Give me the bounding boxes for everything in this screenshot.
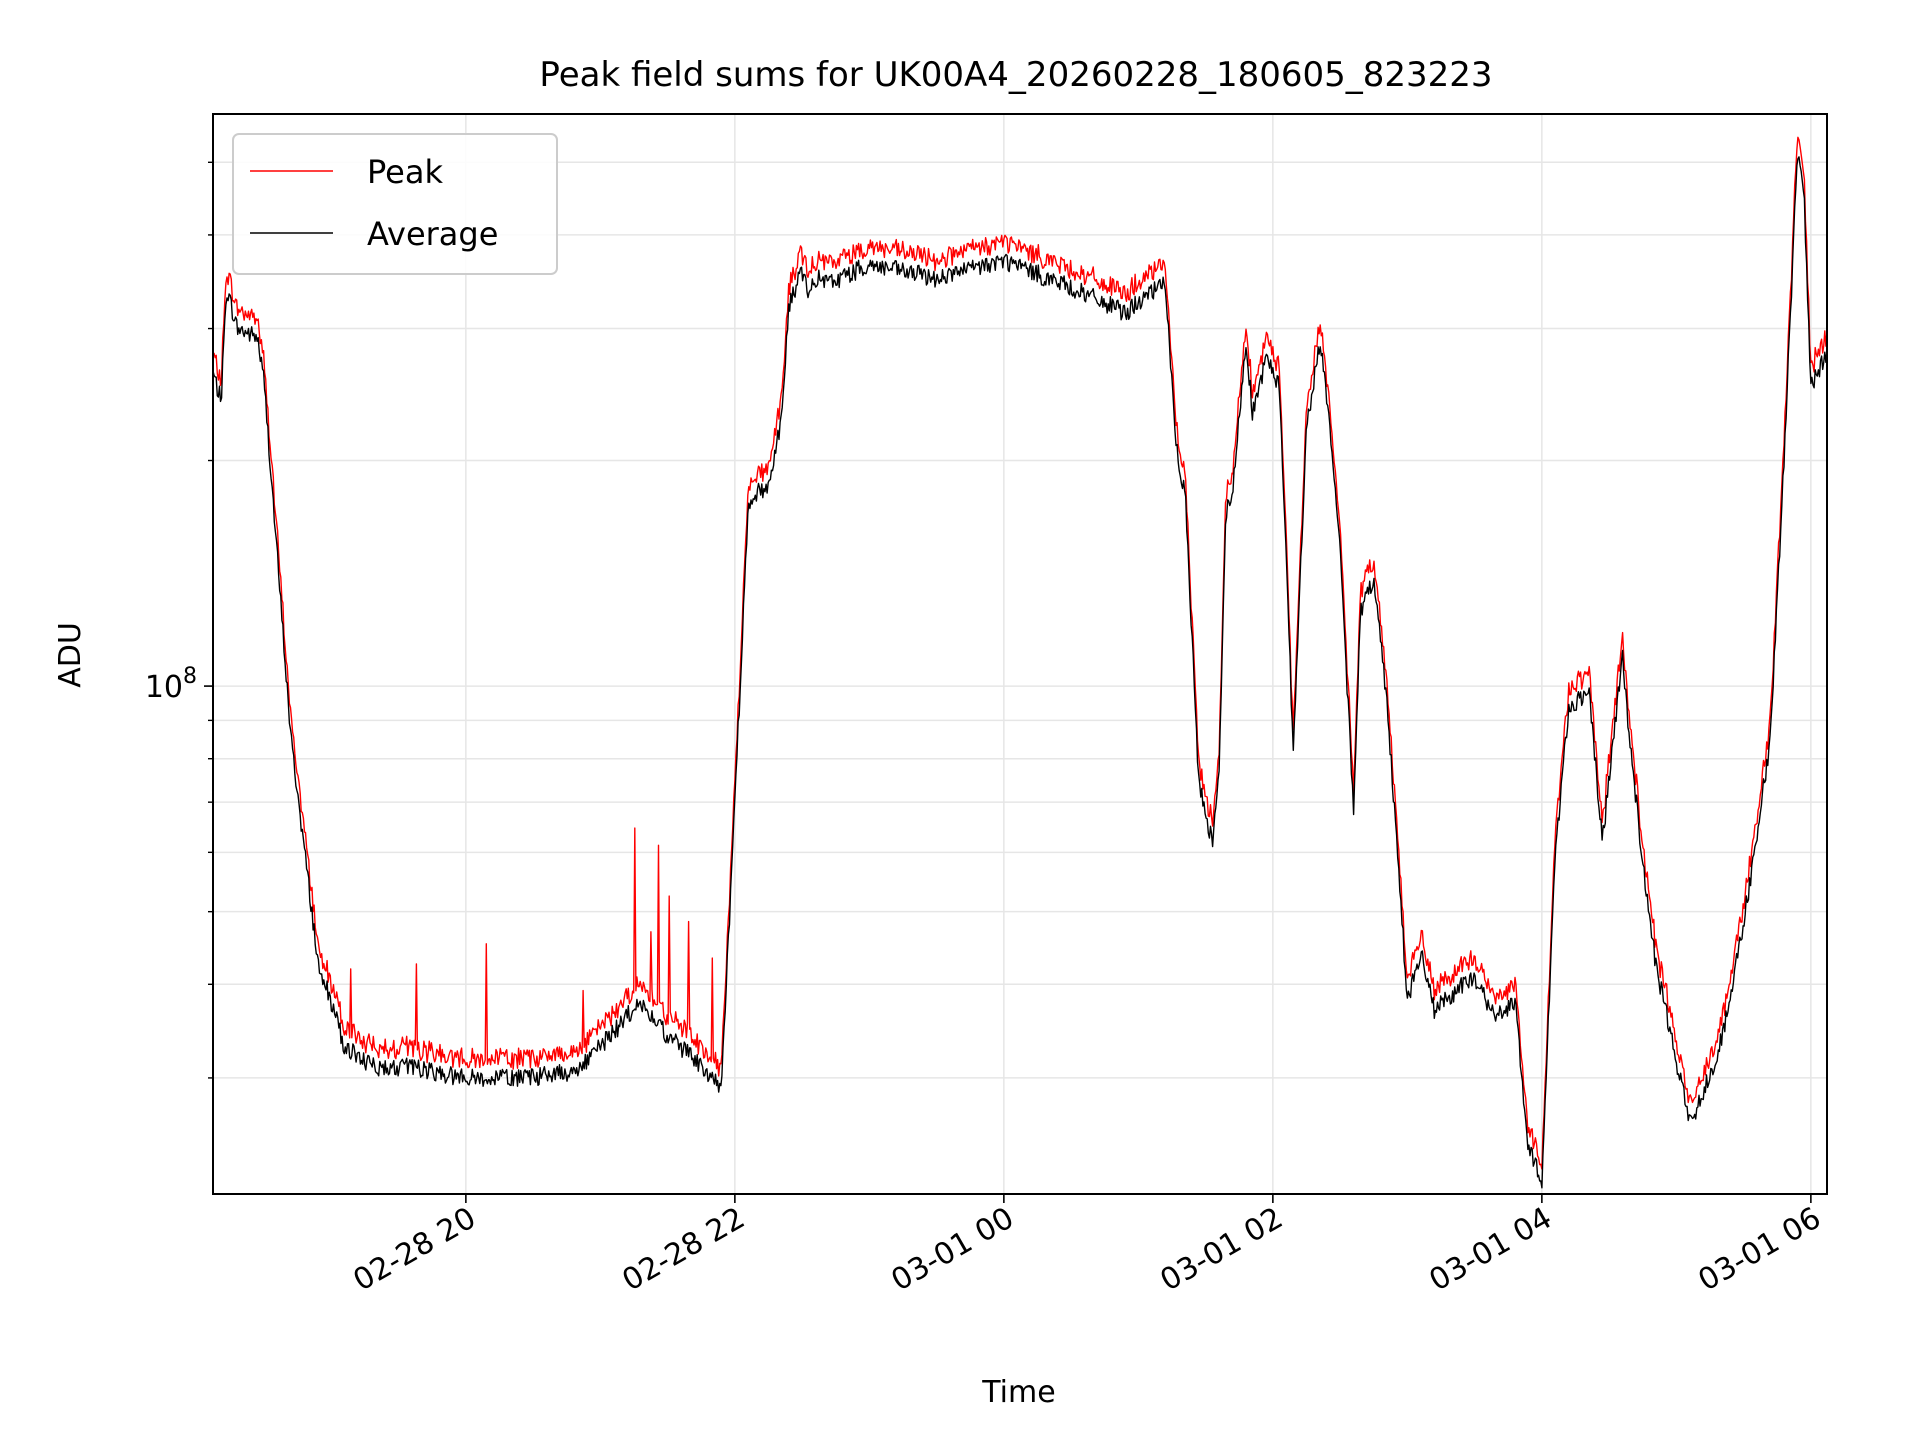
x-axis-label: Time — [981, 1375, 1055, 1410]
y-tick-label-base: 10 — [145, 670, 183, 705]
chart-title: Peak field sums for UK00A4_20260228_1806… — [539, 55, 1492, 95]
legend: Peak Average — [232, 133, 558, 275]
legend-label-average: Average — [367, 215, 498, 253]
y-tick-label: 108 — [145, 664, 197, 705]
series-lines — [212, 136, 1828, 1189]
y-tick-label-exponent: 8 — [183, 664, 197, 689]
plot-frame — [212, 113, 1828, 1195]
series-line-average — [212, 156, 1828, 1189]
y-axis-label: ADU — [53, 622, 88, 688]
series-line-peak — [212, 136, 1828, 1170]
legend-box — [232, 133, 558, 275]
y-axis-ticks: 108 — [145, 161, 213, 1079]
legend-label-peak: Peak — [367, 153, 443, 191]
